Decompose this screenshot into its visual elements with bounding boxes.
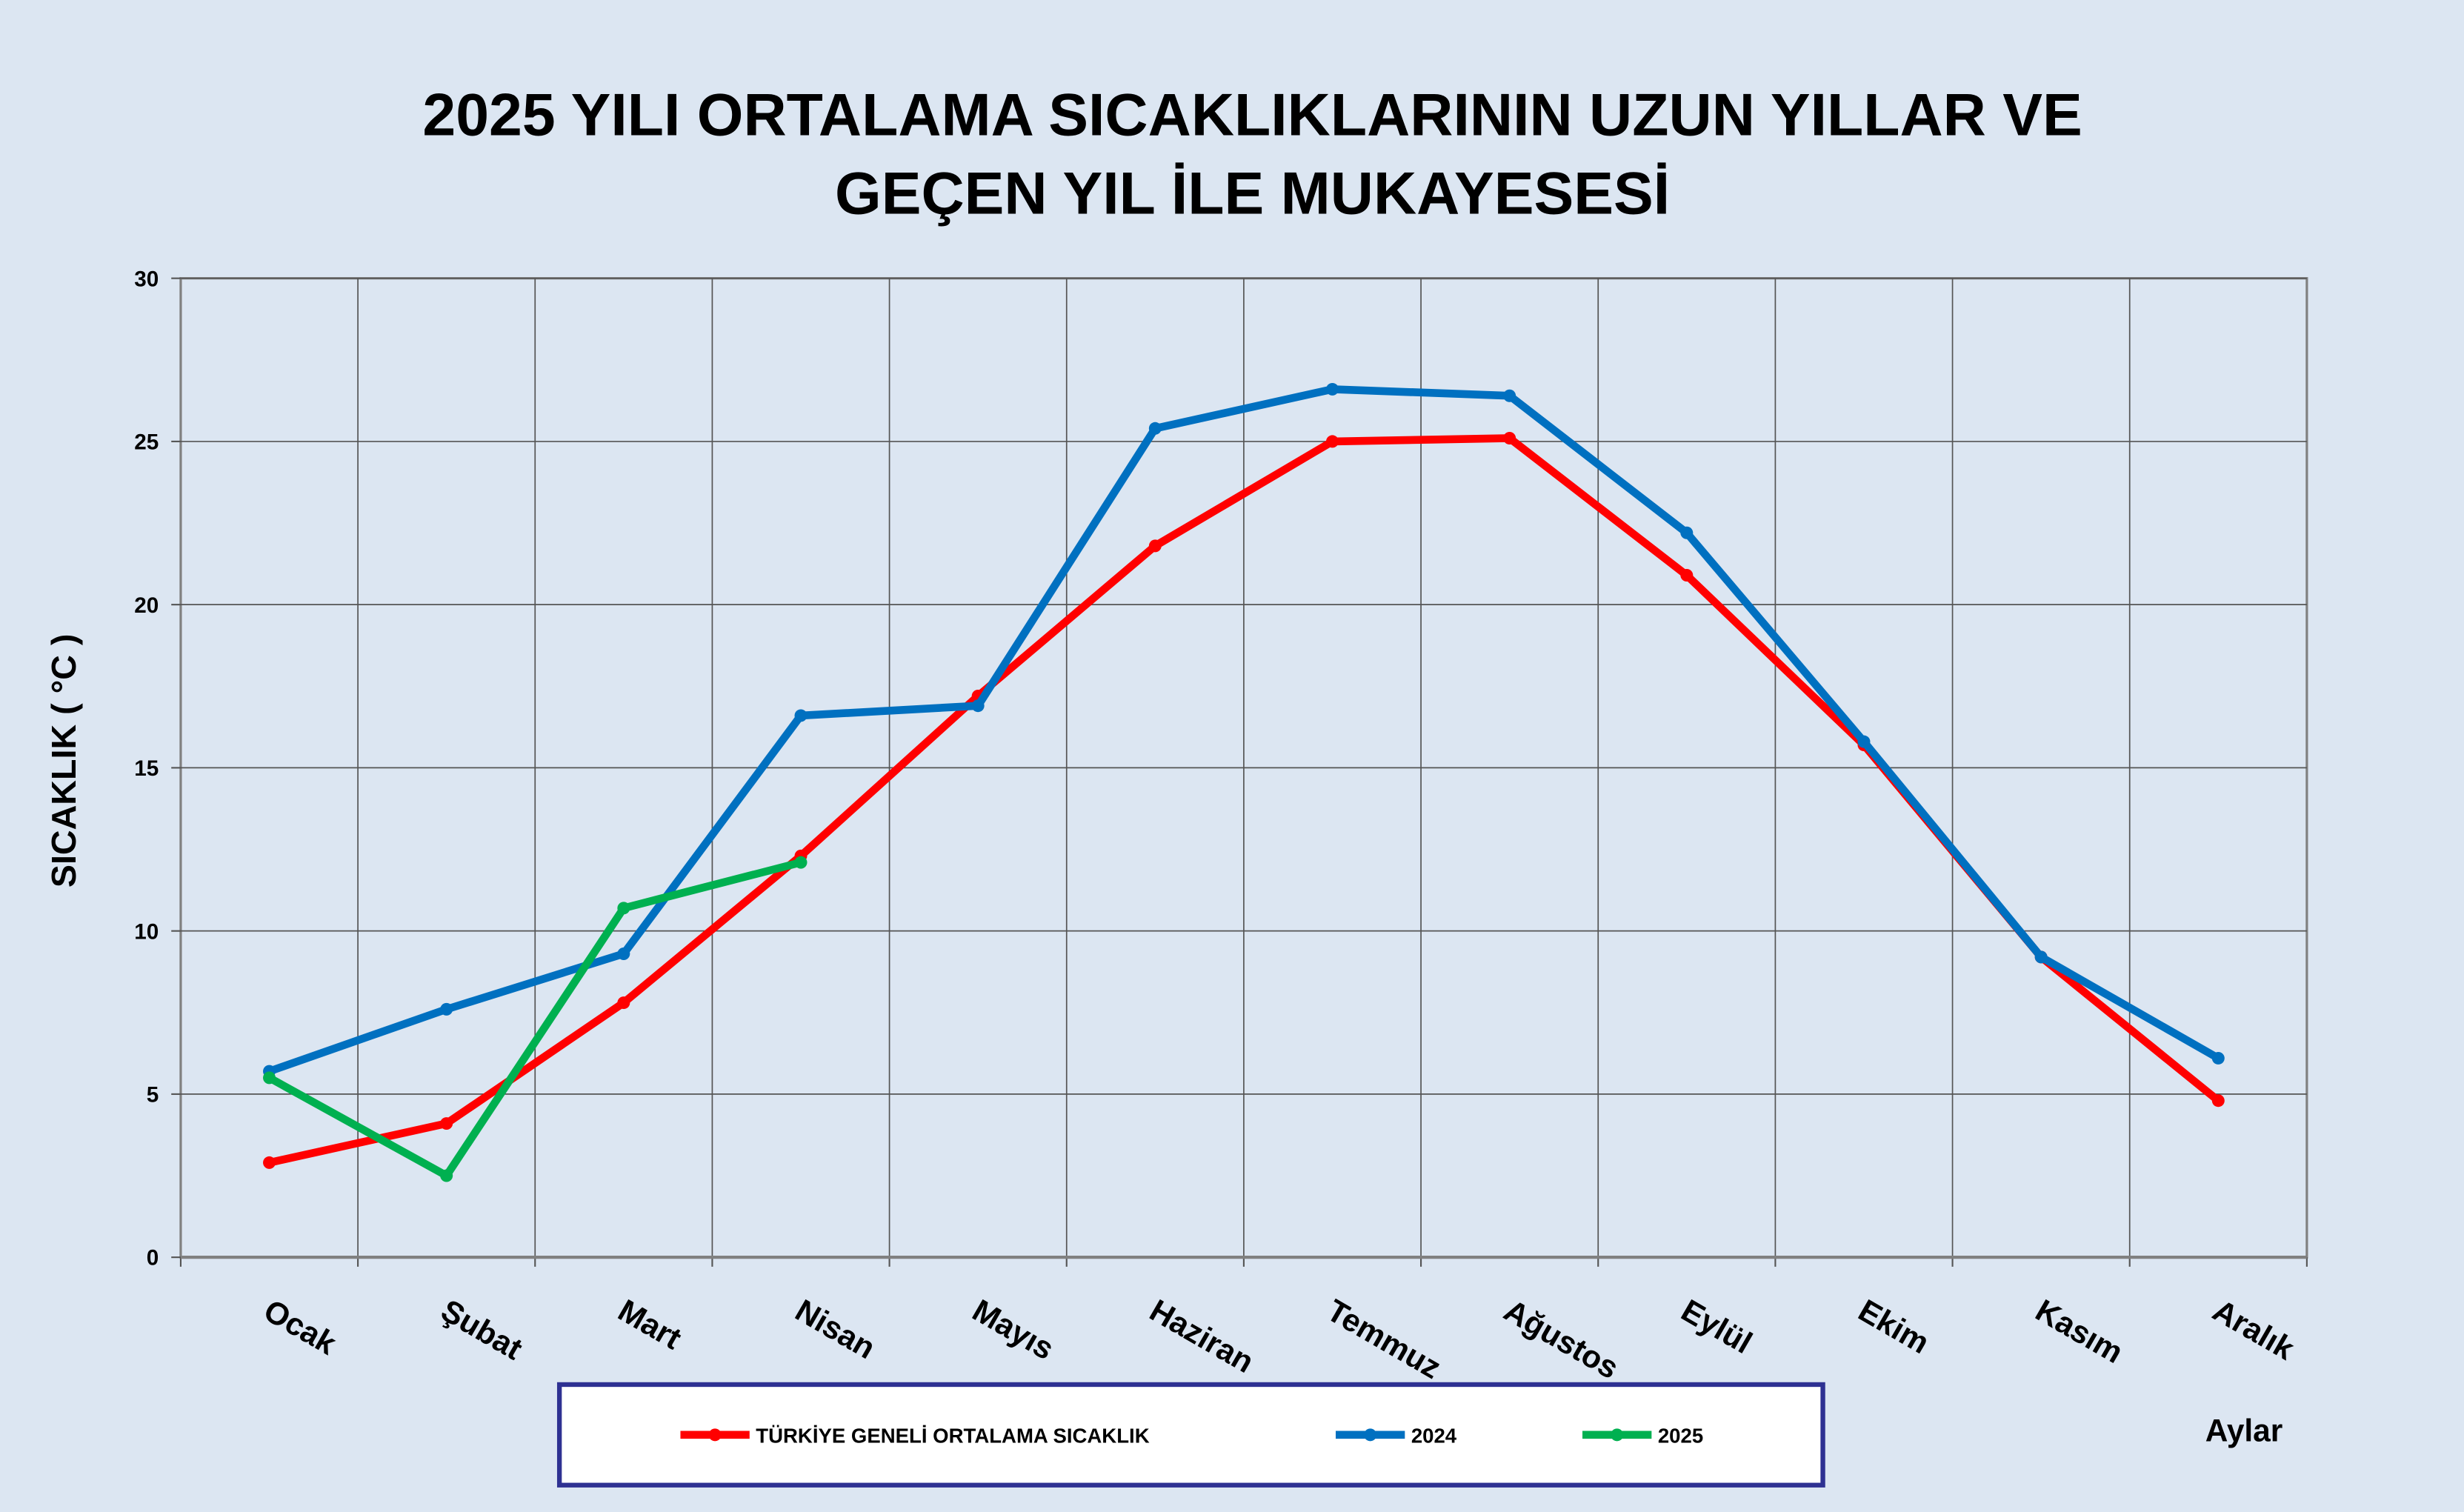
chart-title: GEÇEN YIL İLE MUKAYESESİ	[835, 161, 1670, 227]
data-point	[617, 948, 630, 960]
data-point	[1326, 435, 1339, 448]
y-tick-label: 30	[134, 267, 159, 291]
y-tick-label: 25	[134, 430, 159, 455]
data-point	[617, 996, 630, 1010]
data-point	[617, 902, 630, 915]
data-point	[1148, 422, 1162, 435]
data-point	[794, 856, 808, 869]
legend-label: TÜRKİYE GENELİ ORTALAMA SICAKLIK	[756, 1424, 1149, 1447]
series-line	[267, 385, 2220, 1076]
data-point	[1326, 382, 1339, 396]
y-tick-label: 0	[147, 1246, 159, 1270]
chart-title: 2025 YILI ORTALAMA SICAKLIKLARININ UZUN …	[422, 82, 2082, 149]
y-tick-label: 5	[147, 1083, 159, 1108]
data-point	[794, 709, 808, 722]
legend-swatch-marker	[1364, 1428, 1377, 1442]
data-point	[1680, 526, 1694, 539]
series-line	[267, 859, 802, 1180]
y-axis-label: SICAKLIK ( °C )	[44, 634, 83, 888]
data-point	[263, 1156, 276, 1169]
data-point	[2211, 1094, 2225, 1108]
legend-swatch-marker	[708, 1428, 722, 1442]
data-point	[263, 1071, 276, 1085]
y-tick-label: 15	[134, 756, 159, 781]
data-point	[1680, 569, 1694, 582]
legend-swatch-marker	[1611, 1428, 1624, 1442]
legend-label: 2024	[1411, 1424, 1457, 1447]
y-tick-label: 10	[134, 919, 159, 944]
data-point	[440, 1002, 453, 1016]
data-point	[971, 699, 985, 713]
data-point	[1503, 432, 1516, 444]
data-point	[440, 1117, 453, 1130]
x-axis-label: Aylar	[2205, 1413, 2283, 1448]
legend-label: 2025	[1658, 1424, 1703, 1447]
data-point	[1148, 539, 1162, 553]
data-point	[440, 1169, 453, 1182]
y-tick-label: 20	[134, 593, 159, 618]
data-point	[2211, 1051, 2225, 1065]
data-point	[1857, 735, 1871, 748]
data-point	[1503, 389, 1516, 402]
data-point	[2034, 950, 2048, 964]
